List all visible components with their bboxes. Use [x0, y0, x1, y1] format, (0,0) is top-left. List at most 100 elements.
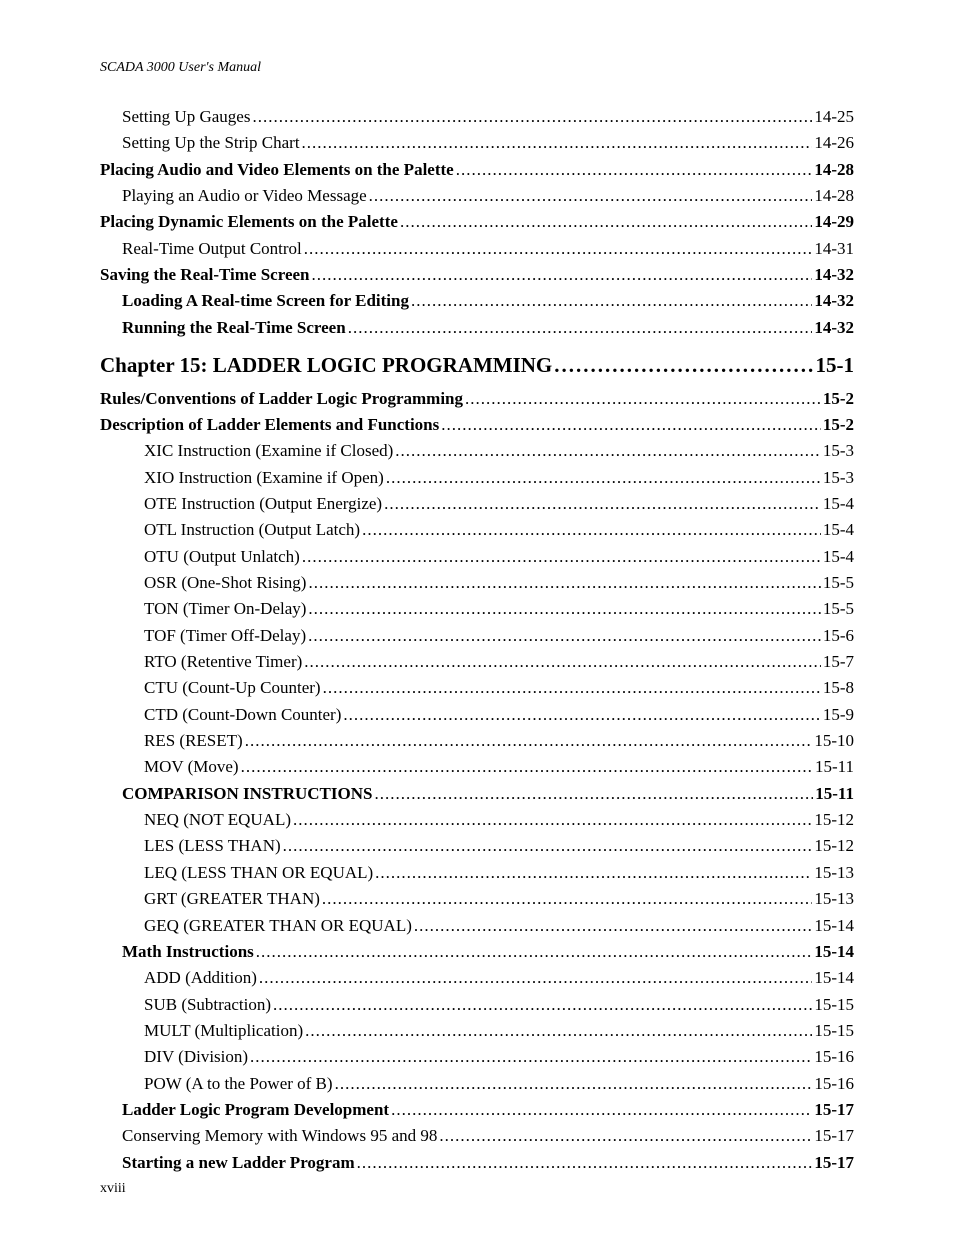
toc-leader: [323, 675, 821, 701]
toc-entry-page: 15-3: [823, 465, 854, 491]
toc-leader: [283, 833, 813, 859]
toc-entry-page: 14-32: [814, 288, 854, 314]
toc-entry: Running the Real-Time Screen 14-32: [122, 315, 854, 341]
toc-entry-page: 15-16: [814, 1071, 854, 1097]
toc-entry-title: Ladder Logic Program Development: [122, 1097, 389, 1123]
toc-entry-title: XIC Instruction (Examine if Closed): [144, 438, 393, 464]
toc-entry: RTO (Retentive Timer)15-7: [144, 649, 854, 675]
toc-entry-title: Rules/Conventions of Ladder Logic Progra…: [100, 386, 463, 412]
toc-entry: LEQ (LESS THAN OR EQUAL) 15-13: [144, 860, 854, 886]
toc-entry: OSR (One-Shot Rising)15-5: [144, 570, 854, 596]
toc-leader: [245, 728, 813, 754]
toc-entry: ADD (Addition) 15-14: [144, 965, 854, 991]
toc-leader: [348, 315, 813, 341]
toc-entry-title: CTU (Count-Up Counter): [144, 675, 321, 701]
toc-entry-page: 15-13: [814, 860, 854, 886]
toc-entry: Ladder Logic Program Development 15-17: [122, 1097, 854, 1123]
toc-leader: [441, 412, 821, 438]
toc-entry-title: OTU (Output Unlatch): [144, 544, 300, 570]
toc-entry-title: DIV (Division): [144, 1044, 248, 1070]
toc-entry-page: 15-6: [823, 623, 854, 649]
toc-entry: Real-Time Output Control14-31: [122, 236, 854, 262]
toc-entry: LES (LESS THAN) 15-12: [144, 833, 854, 859]
toc-leader: [465, 386, 821, 412]
toc-entry: Description of Ladder Elements and Funct…: [100, 412, 854, 438]
toc-leader: [302, 130, 813, 156]
toc-entry-title: Chapter 15: LADDER LOGIC PROGRAMMING: [100, 349, 552, 382]
toc-entry-page: 15-17: [814, 1150, 854, 1176]
toc-leader: [273, 992, 812, 1018]
toc-entry-page: 15-17: [814, 1123, 854, 1149]
toc-entry-title: LEQ (LESS THAN OR EQUAL): [144, 860, 373, 886]
toc-entry-title: Running the Real-Time Screen: [122, 315, 346, 341]
toc-leader: [456, 157, 813, 183]
toc-entry: Saving the Real-Time Screen14-32: [100, 262, 854, 288]
toc-entry: Chapter 15: LADDER LOGIC PROGRAMMING 15-…: [100, 349, 854, 382]
toc-entry: CTD (Count-Down Counter)15-9: [144, 702, 854, 728]
toc-leader: [308, 596, 820, 622]
toc-entry-title: Conserving Memory with Windows 95 and 98: [122, 1123, 437, 1149]
toc-entry-page: 15-16: [814, 1044, 854, 1070]
toc-entry-page: 15-11: [815, 754, 854, 780]
toc-entry-page: 15-7: [823, 649, 854, 675]
toc-entry-page: 15-4: [823, 544, 854, 570]
toc-entry-title: RES (RESET): [144, 728, 243, 754]
toc-entry-page: 15-8: [823, 675, 854, 701]
toc-entry-title: Setting Up the Strip Chart: [122, 130, 300, 156]
toc-entry: TON (Timer On-Delay)15-5: [144, 596, 854, 622]
toc-entry-title: Math Instructions: [122, 939, 254, 965]
toc-entry: POW (A to the Power of B) 15-16: [144, 1071, 854, 1097]
toc-leader: [391, 1097, 812, 1123]
toc-entry: XIO Instruction (Examine if Open)15-3: [144, 465, 854, 491]
toc-entry-page: 15-2: [823, 412, 854, 438]
toc-entry: COMPARISON INSTRUCTIONS 15-11: [122, 781, 854, 807]
toc-leader: [395, 438, 821, 464]
toc-leader: [293, 807, 812, 833]
toc-entry-title: LES (LESS THAN): [144, 833, 281, 859]
toc-entry-title: NEQ (NOT EQUAL): [144, 807, 291, 833]
toc-leader: [302, 544, 821, 570]
toc-entry-page: 15-9: [823, 702, 854, 728]
toc-entry: OTL Instruction (Output Latch) 15-4: [144, 517, 854, 543]
toc-entry-page: 15-15: [814, 992, 854, 1018]
toc-entry-page: 14-31: [814, 236, 854, 262]
toc-entry: SUB (Subtraction) 15-15: [144, 992, 854, 1018]
toc-entry: Placing Audio and Video Elements on the …: [100, 157, 854, 183]
toc-entry-page: 14-25: [814, 104, 854, 130]
toc-leader: [304, 236, 813, 262]
toc-entry-title: GRT (GREATER THAN): [144, 886, 320, 912]
toc-entry-page: 15-13: [814, 886, 854, 912]
toc-leader: [250, 1044, 812, 1070]
toc-list: Setting Up Gauges 14-25 Setting Up the Str…: [100, 104, 854, 1176]
page: SCADA 3000 User's Manual Setting Up Gaug…: [0, 0, 954, 1235]
toc-entry: Playing an Audio or Video Message14-28: [122, 183, 854, 209]
toc-entry-title: ADD (Addition): [144, 965, 257, 991]
toc-entry-title: OTL Instruction (Output Latch): [144, 517, 360, 543]
toc-entry-page: 15-14: [814, 913, 854, 939]
toc-entry: DIV (Division) 15-16: [144, 1044, 854, 1070]
toc-leader: [312, 262, 813, 288]
toc-entry: XIC Instruction (Examine if Closed) 15-3: [144, 438, 854, 464]
toc-entry-page: 15-11: [815, 781, 854, 807]
toc-entry: GRT (GREATER THAN) 15-13: [144, 886, 854, 912]
toc-entry: TOF (Timer Off-Delay)15-6: [144, 623, 854, 649]
toc-entry-page: 15-14: [814, 965, 854, 991]
toc-entry-page: 15-4: [823, 517, 854, 543]
toc-entry-title: POW (A to the Power of B): [144, 1071, 333, 1097]
toc-leader: [554, 349, 813, 382]
toc-entry-page: 14-32: [814, 315, 854, 341]
toc-entry-page: 15-5: [823, 596, 854, 622]
toc-entry-page: 15-4: [823, 491, 854, 517]
toc-entry-title: Starting a new Ladder Program: [122, 1150, 355, 1176]
toc-entry-title: SUB (Subtraction): [144, 992, 271, 1018]
toc-leader: [384, 491, 821, 517]
toc-leader: [335, 1071, 813, 1097]
toc-entry-title: MOV (Move): [144, 754, 239, 780]
toc-entry: MULT (Multiplication) 15-15: [144, 1018, 854, 1044]
toc-entry-page: 15-3: [823, 438, 854, 464]
toc-leader: [369, 183, 813, 209]
toc-entry-page: 15-12: [814, 833, 854, 859]
toc-entry-page: 15-15: [814, 1018, 854, 1044]
toc-entry-title: Setting Up Gauges: [122, 104, 250, 130]
toc-leader: [362, 517, 821, 543]
